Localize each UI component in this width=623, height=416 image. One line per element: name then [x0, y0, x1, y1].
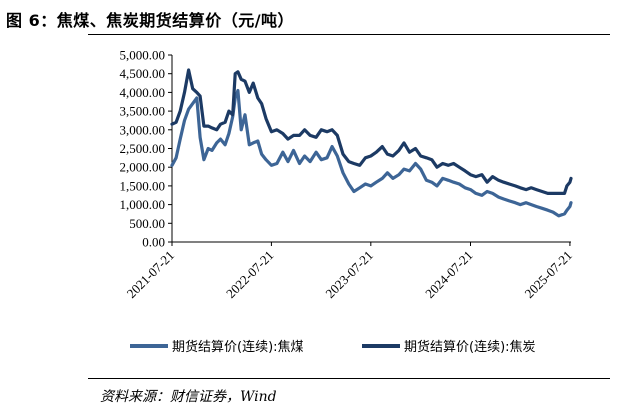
y-tick-label: 2,000.00 — [120, 160, 166, 175]
legend-label: 期货结算价(连续):焦炭 — [404, 339, 536, 355]
legend: 期货结算价(连续):焦煤 期货结算价(连续):焦炭 — [130, 339, 536, 355]
y-tick-label: 500.00 — [129, 216, 165, 231]
y-tick-label: 2,500.00 — [120, 141, 166, 156]
x-axis: 2021-07-21 2022-07-21 2023-07-21 2024-07-21… — [124, 241, 576, 302]
y-tick-label: 3,000.00 — [120, 122, 166, 137]
y-axis: 0.00 500.00 1,000.00 1,500.00 2,000.00 2,500.… — [120, 48, 173, 250]
series-line-coking-coal — [170, 88, 573, 218]
x-tick-label: 2024-07-21 — [422, 248, 476, 302]
figure-title: 图 6：焦煤、焦炭期货结算价（元/吨） — [6, 11, 295, 30]
y-tick-label: 5,000.00 — [120, 48, 166, 63]
series-line-coke — [170, 68, 573, 195]
x-tick-label: 2023-07-21 — [322, 248, 376, 302]
y-tick-label: 4,000.00 — [120, 85, 166, 100]
y-tick-label: 1,000.00 — [120, 197, 166, 212]
series-lines — [170, 68, 573, 218]
source-note: 资料来源：财信证券，Wind — [100, 389, 277, 405]
line-chart: 0.00 500.00 1,000.00 1,500.00 2,000.00 2,500.… — [120, 48, 576, 356]
y-tick-label: 0.00 — [142, 235, 165, 250]
top-rule — [88, 34, 610, 35]
legend-label: 期货结算价(连续):焦煤 — [172, 339, 304, 355]
bottom-rule — [88, 378, 610, 379]
y-tick-label: 4,500.00 — [120, 66, 166, 81]
y-tick-label: 1,500.00 — [120, 178, 166, 193]
x-tick-label: 2021-07-21 — [124, 248, 178, 302]
x-tick-label: 2022-07-21 — [223, 248, 277, 302]
x-tick-label: 2025-07-21 — [522, 248, 576, 302]
y-tick-label: 3,500.00 — [120, 104, 166, 119]
